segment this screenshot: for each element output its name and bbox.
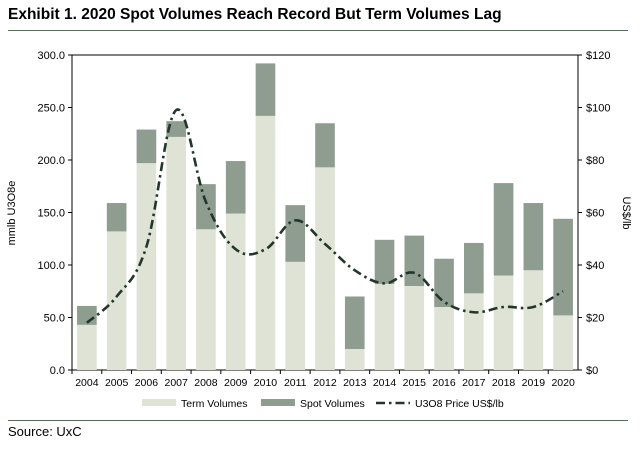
- bar-spot-2020: [553, 218, 573, 316]
- x-tick-label-2016: 2016: [432, 377, 456, 389]
- y-tick-label: 150.0: [37, 208, 65, 220]
- y2-tick-label: $100: [586, 103, 610, 115]
- x-tick-label-2014: 2014: [373, 377, 397, 389]
- page-title: Exhibit 1. 2020 Spot Volumes Reach Recor…: [8, 6, 502, 23]
- bar-term-2014: [374, 283, 395, 370]
- y2-tick-label: $120: [586, 50, 610, 62]
- bar-spot-2014: [374, 239, 395, 284]
- bar-term-2008: [196, 229, 216, 370]
- bar-term-2006: [136, 163, 157, 370]
- y-tick-label: 200.0: [37, 155, 65, 167]
- price-line: [86, 108, 564, 324]
- price-line-group: [86, 108, 564, 324]
- bar-spot-2013: [344, 296, 365, 349]
- bar-term-2013: [344, 349, 365, 370]
- title-rule: [8, 30, 628, 31]
- legend-swatch-spot: [261, 399, 295, 406]
- bar-term-2009: [225, 213, 246, 370]
- legend-label-term: Term Volumes: [181, 398, 248, 410]
- legend-label-price: U3O8 Price US$/lb: [415, 398, 504, 410]
- x-tick-label-2012: 2012: [313, 377, 337, 389]
- y-axis-label: mmlb U3O8e: [6, 181, 18, 246]
- y2-tick-label: $60: [586, 208, 604, 220]
- bar-term-2007: [166, 136, 186, 370]
- bar-term-2018: [493, 275, 514, 370]
- bar-spot-2010: [255, 63, 276, 116]
- y2-axis-label: US$/lb: [620, 196, 632, 229]
- x-tick-label-2007: 2007: [164, 377, 188, 389]
- bar-spot-2008: [196, 184, 216, 230]
- bar-term-2017: [464, 293, 484, 370]
- bar-spot-2011: [285, 205, 306, 262]
- left-axis: 0.0 50.0 100.0 150.0 200.0 250.0 300.0: [37, 50, 72, 377]
- bar-term-2016: [434, 307, 454, 370]
- y-tick-label: 300.0: [37, 50, 65, 62]
- bar-spot-2015: [404, 235, 425, 286]
- x-tick-label-2004: 2004: [75, 377, 99, 389]
- x-tick-label-2017: 2017: [462, 377, 486, 389]
- bar-spot-2017: [464, 242, 484, 294]
- x-tick-label-2005: 2005: [105, 377, 129, 389]
- x-tick-label-2019: 2019: [522, 377, 546, 389]
- y2-tick-label: $40: [586, 260, 604, 272]
- bar-term-2011: [285, 261, 306, 370]
- x-tick-label-2018: 2018: [492, 377, 516, 389]
- legend-swatch-term: [142, 399, 176, 406]
- y2-tick-label: $80: [586, 155, 604, 167]
- y2-tick-label: $0: [586, 365, 598, 377]
- x-tick-label-2020: 2020: [551, 377, 575, 389]
- bar-term-2005: [106, 231, 127, 370]
- bars-group: [77, 63, 573, 371]
- x-tick-label-2015: 2015: [403, 377, 427, 389]
- bar-spot-2012: [315, 123, 335, 168]
- y2-tick-label: $20: [586, 313, 604, 325]
- source-rule: [8, 420, 628, 421]
- bar-spot-2019: [523, 203, 544, 271]
- x-axis: 2004 2005 2006 2007 2008 2009 2010 2011 2012 2013…: [71, 370, 575, 389]
- x-tick-label-2008: 2008: [194, 377, 218, 389]
- y-tick-label: 0.0: [50, 365, 65, 377]
- bar-spot-2016: [434, 258, 454, 307]
- right-axis: $0 $20 $40 $60 $80 $100 $120: [578, 50, 610, 377]
- y-tick-label: 250.0: [37, 103, 65, 115]
- x-tick-label-2006: 2006: [135, 377, 159, 389]
- bar-spot-2007: [166, 121, 186, 137]
- y-tick-label: 100.0: [37, 260, 65, 272]
- legend: Term Volumes Spot Volumes U3O8 Price US$…: [142, 398, 504, 410]
- bar-spot-2009: [225, 161, 246, 214]
- bar-term-2010: [255, 115, 276, 371]
- x-tick-label-2011: 2011: [284, 377, 307, 389]
- bar-term-2004: [77, 324, 97, 370]
- bar-spot-2006: [136, 129, 157, 164]
- bar-term-2015: [404, 286, 425, 370]
- bar-term-2020: [553, 315, 573, 370]
- bar-spot-2005: [106, 203, 127, 232]
- x-tick-label-2010: 2010: [254, 377, 278, 389]
- y-tick-label: 50.0: [44, 313, 65, 325]
- source-note: Source: UxC: [8, 424, 82, 439]
- x-tick-label-2013: 2013: [343, 377, 367, 389]
- legend-label-spot: Spot Volumes: [300, 398, 365, 410]
- bar-term-2012: [315, 167, 335, 370]
- bar-term-2019: [523, 270, 544, 370]
- x-tick-label-2009: 2009: [224, 377, 248, 389]
- bar-spot-2018: [493, 183, 514, 276]
